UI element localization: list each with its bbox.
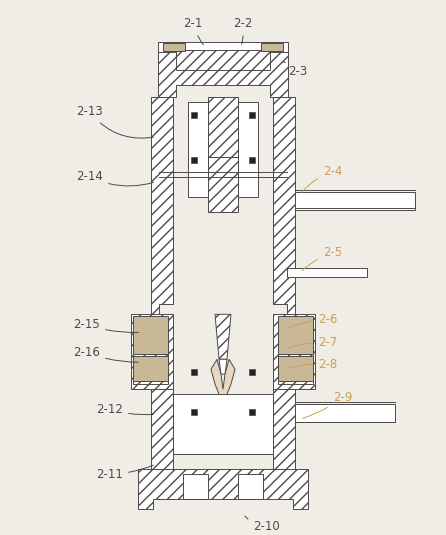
Bar [133,316,168,354]
Bar [295,404,395,422]
Polygon shape [158,50,288,97]
Bar [173,394,273,454]
Polygon shape [151,389,173,469]
Bar [278,316,313,354]
Text: 2-3: 2-3 [283,62,307,78]
Text: 2-7: 2-7 [288,336,337,349]
Text: 2-12: 2-12 [96,403,153,416]
Bar [295,192,415,210]
Bar [238,102,258,196]
Bar [287,269,367,278]
Polygon shape [273,315,315,389]
Text: 2-4: 2-4 [301,165,342,193]
Bar [191,112,197,118]
Polygon shape [151,97,173,319]
Bar [183,474,208,499]
Polygon shape [219,360,227,374]
Bar [176,50,270,70]
Bar [208,157,238,211]
Bar [191,369,197,375]
Bar [278,354,313,384]
Bar [249,409,255,415]
Text: 2-9: 2-9 [302,391,352,418]
Text: 2-10: 2-10 [245,516,280,533]
Bar [191,409,197,415]
Polygon shape [215,315,231,360]
Polygon shape [138,469,308,509]
Bar [249,369,255,375]
Text: 2-15: 2-15 [73,318,138,333]
Text: 2-1: 2-1 [183,18,203,45]
Bar [208,97,238,157]
Bar [133,354,168,384]
Bar [238,474,263,499]
Text: 2-6: 2-6 [287,313,337,328]
Bar [261,43,283,51]
Text: 2-14: 2-14 [76,170,153,186]
Text: 2-8: 2-8 [288,358,337,371]
Bar [188,102,208,196]
Bar [158,42,288,52]
Polygon shape [211,360,235,404]
Polygon shape [273,97,295,319]
Bar [133,356,168,381]
Polygon shape [273,389,295,469]
Bar [249,157,255,163]
Bar [163,43,185,51]
Polygon shape [131,315,173,389]
Text: 2-2: 2-2 [233,18,252,44]
Text: 2-5: 2-5 [302,246,342,271]
Bar [191,157,197,163]
Bar [249,112,255,118]
Text: 2-11: 2-11 [96,465,153,480]
Text: 2-16: 2-16 [73,346,138,362]
Bar [278,356,313,381]
Text: 2-13: 2-13 [76,105,153,138]
